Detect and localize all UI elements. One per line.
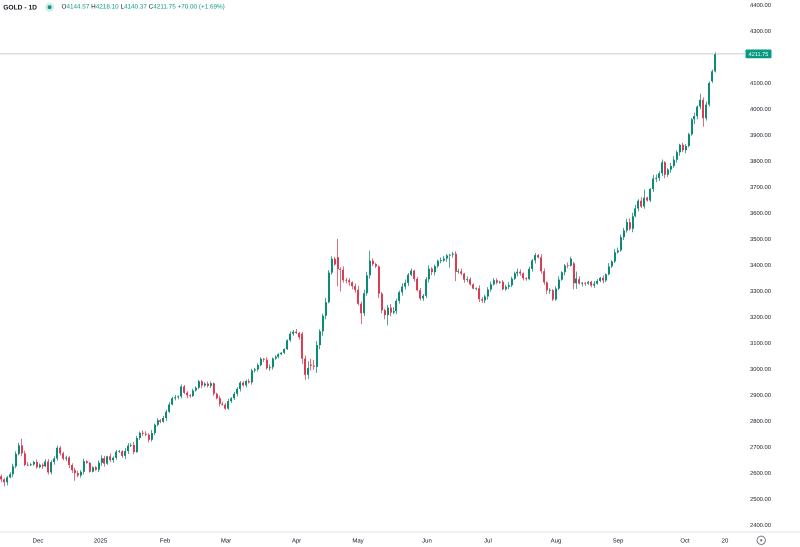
- svg-text:2600.00: 2600.00: [750, 470, 771, 477]
- svg-text:2400.00: 2400.00: [750, 522, 771, 529]
- svg-text:3900.00: 3900.00: [750, 132, 771, 139]
- svg-text:3200.00: 3200.00: [750, 314, 771, 321]
- svg-text:3800.00: 3800.00: [750, 158, 771, 165]
- svg-text:Aug: Aug: [551, 537, 562, 544]
- svg-text:4100.00: 4100.00: [750, 80, 771, 87]
- svg-text:4300.00: 4300.00: [750, 28, 771, 35]
- svg-text:3100.00: 3100.00: [750, 340, 771, 347]
- svg-text:Jul: Jul: [484, 537, 492, 544]
- svg-text:2025: 2025: [94, 537, 108, 544]
- svg-text:20: 20: [722, 537, 729, 544]
- svg-text:4000.00: 4000.00: [750, 106, 771, 113]
- svg-text:May: May: [352, 537, 363, 544]
- svg-text:Jun: Jun: [422, 537, 432, 544]
- svg-text:3400.00: 3400.00: [750, 262, 771, 269]
- svg-text:2500.00: 2500.00: [750, 496, 771, 503]
- svg-text:4211.75: 4211.75: [749, 52, 769, 58]
- svg-text:Apr: Apr: [292, 537, 301, 544]
- svg-text:4400.00: 4400.00: [750, 2, 771, 9]
- svg-text:3300.00: 3300.00: [750, 288, 771, 295]
- svg-text:3500.00: 3500.00: [750, 236, 771, 243]
- svg-text:Dec: Dec: [33, 537, 44, 544]
- svg-text:Sep: Sep: [613, 537, 624, 544]
- svg-text:3700.00: 3700.00: [750, 184, 771, 191]
- svg-text:2900.00: 2900.00: [750, 392, 771, 399]
- svg-text:Oct: Oct: [680, 537, 690, 544]
- svg-text:3000.00: 3000.00: [750, 366, 771, 373]
- svg-text:Mar: Mar: [221, 537, 231, 544]
- svg-text:Feb: Feb: [160, 537, 171, 544]
- svg-text:2800.00: 2800.00: [750, 418, 771, 425]
- svg-text:2700.00: 2700.00: [750, 444, 771, 451]
- svg-text:3600.00: 3600.00: [750, 210, 771, 217]
- svg-text:GOLD - 1D: GOLD - 1D: [3, 5, 37, 12]
- svg-text:O4144.57 H4218.10 L4140.37 C42: O4144.57 H4218.10 L4140.37 C4211.75 +70.…: [62, 4, 225, 11]
